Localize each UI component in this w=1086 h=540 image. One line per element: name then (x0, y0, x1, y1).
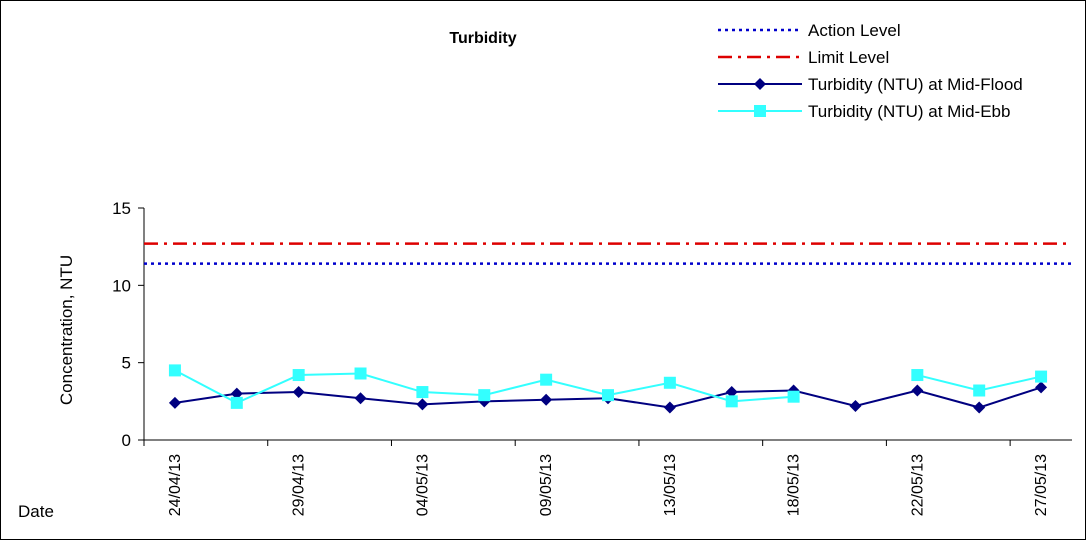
legend-swatch-marker (754, 105, 766, 117)
x-tick-label: 27/05/13 (1033, 454, 1050, 516)
data-point-diamond (354, 392, 367, 405)
data-point-square (1035, 370, 1048, 383)
data-point-diamond (540, 393, 553, 406)
data-point-diamond (725, 386, 738, 399)
data-point-diamond (168, 396, 181, 409)
reference-lines (144, 242, 1072, 265)
series-lines (168, 364, 1048, 414)
data-point-diamond (416, 398, 429, 411)
data-point-diamond (1035, 381, 1048, 394)
y-tick-label: 15 (112, 199, 131, 218)
data-point-square (416, 386, 429, 399)
data-point-diamond (230, 387, 243, 400)
data-point-square (663, 376, 676, 389)
data-point-square (540, 373, 553, 386)
legend-label: Turbidity (NTU) at Mid-Ebb (808, 102, 1010, 121)
data-point-square (602, 389, 614, 402)
data-point-square (292, 369, 305, 382)
x-tick-label: 04/05/13 (414, 454, 431, 516)
data-point-diamond (973, 401, 986, 414)
x-tick-label: 18/05/13 (786, 454, 803, 516)
y-tick-label: 5 (122, 354, 131, 373)
x-axis-label: Date (18, 502, 54, 521)
data-point-square (478, 389, 491, 402)
legend: Action Level Limit Level Turbidity (NTU) a… (718, 21, 1023, 121)
data-point-square (787, 390, 800, 403)
data-point-square (168, 364, 181, 377)
data-point-square (230, 396, 243, 409)
x-tick-label: 09/05/13 (538, 454, 555, 516)
x-tick-label: 29/04/13 (291, 454, 308, 516)
legend-label: Action Level (808, 21, 901, 40)
chart-title: Turbidity (449, 30, 516, 47)
x-tick-label: 13/05/13 (662, 454, 679, 516)
x-tick-label: 22/05/13 (909, 454, 926, 516)
axes: 0 5 10 15 24/04/13 29/04/13 04/05/13 09/05/13 13… (112, 199, 1072, 516)
legend-swatch-marker (754, 78, 766, 90)
data-point-square (911, 369, 924, 382)
data-point-diamond (911, 384, 924, 397)
y-axis-label: Concentration, NTU (57, 255, 76, 405)
data-point-diamond (849, 399, 862, 412)
y-tick-label: 10 (112, 276, 131, 295)
data-point-diamond (663, 401, 676, 414)
data-point-square (354, 367, 367, 380)
y-tick-label: 0 (122, 431, 131, 450)
legend-label: Turbidity (NTU) at Mid-Flood (808, 75, 1023, 94)
legend-label: Limit Level (808, 48, 889, 67)
x-tick-label: 24/04/13 (167, 454, 184, 516)
data-point-square (973, 384, 986, 397)
data-point-diamond (292, 386, 305, 399)
data-point-square (725, 395, 738, 408)
